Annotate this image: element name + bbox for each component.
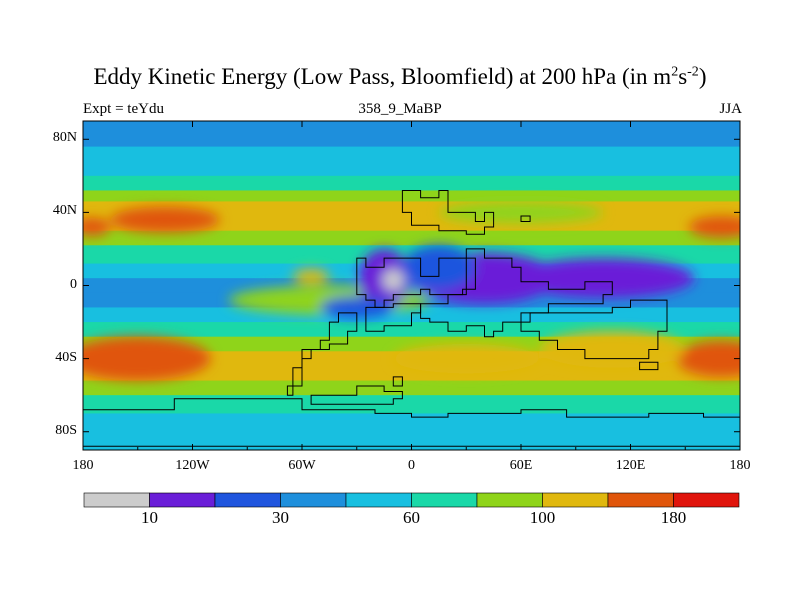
x-tick-label: 120E <box>615 458 646 473</box>
season-label: JJA <box>719 101 742 117</box>
colorbar-box <box>673 492 740 508</box>
x-tick-label: 0 <box>408 458 415 473</box>
continent-outline <box>639 361 659 371</box>
field-feature <box>511 258 695 299</box>
colorbar-box <box>411 492 478 508</box>
field-band <box>83 395 740 415</box>
colorbar-label: 100 <box>529 508 556 527</box>
colorbar-label: 30 <box>272 508 289 527</box>
continent-outlines <box>83 190 740 447</box>
continent-outline <box>365 303 422 332</box>
axis-ticks <box>82 121 741 450</box>
colorbar-box <box>542 492 609 508</box>
field-band <box>83 380 740 397</box>
continent-outline <box>310 385 403 405</box>
continent-outline <box>356 257 476 308</box>
field-band <box>83 190 740 203</box>
continent-outline <box>520 215 531 222</box>
x-tick-label: 180 <box>72 458 94 473</box>
colorbar-box <box>345 492 412 508</box>
colorbar-box <box>149 492 216 508</box>
field-band <box>83 365 740 382</box>
field-feature <box>438 201 604 224</box>
y-tick-label: 40N <box>52 203 77 219</box>
field-feature <box>83 217 111 237</box>
contour-field <box>83 121 740 450</box>
field-features <box>83 201 740 381</box>
field-band <box>83 146 740 166</box>
colorbar-box <box>214 492 281 508</box>
x-tick-label: 120W <box>175 458 210 473</box>
continent-outline <box>401 190 495 235</box>
field-band <box>83 121 740 137</box>
y-tick-label: 40S <box>55 349 77 365</box>
field-feature <box>292 269 330 284</box>
colorbar-label: 10 <box>141 508 158 527</box>
y-tick-label: 0 <box>70 276 77 292</box>
field-band <box>83 413 740 433</box>
continent-outline <box>392 376 403 387</box>
colorbar-box <box>476 492 543 508</box>
field-band <box>83 135 740 148</box>
colorbar-box <box>83 492 150 508</box>
colorbar-label: 60 <box>403 508 420 527</box>
colorbar-label: 180 <box>660 508 687 527</box>
field-band <box>83 431 740 450</box>
run-id-label: 358_9_MaBP <box>358 101 442 117</box>
continent-outline <box>83 398 740 447</box>
field-band <box>83 164 740 177</box>
y-tick-label: 80S <box>55 422 77 438</box>
y-tick-label: 80N <box>52 130 77 146</box>
colorbar-box <box>607 492 674 508</box>
x-tick-label: 180 <box>729 458 751 473</box>
field-band <box>83 175 740 192</box>
colorbar-box <box>280 492 347 508</box>
x-tick-label: 60W <box>288 458 316 473</box>
chart-title: Eddy Kinetic Energy (Low Pass, Bloomfiel… <box>93 64 707 89</box>
field-feature <box>688 216 740 238</box>
x-tick-label: 60E <box>509 458 533 473</box>
field-feature <box>110 206 220 233</box>
field-feature <box>83 336 211 381</box>
field-feature <box>393 343 540 374</box>
field-feature <box>382 269 405 291</box>
continent-outline <box>286 312 358 396</box>
field-band <box>83 230 740 247</box>
experiment-label: Expt = teYdu <box>83 101 164 117</box>
field-feature <box>676 340 740 377</box>
continent-outline <box>520 299 668 360</box>
colorbar <box>83 492 740 508</box>
